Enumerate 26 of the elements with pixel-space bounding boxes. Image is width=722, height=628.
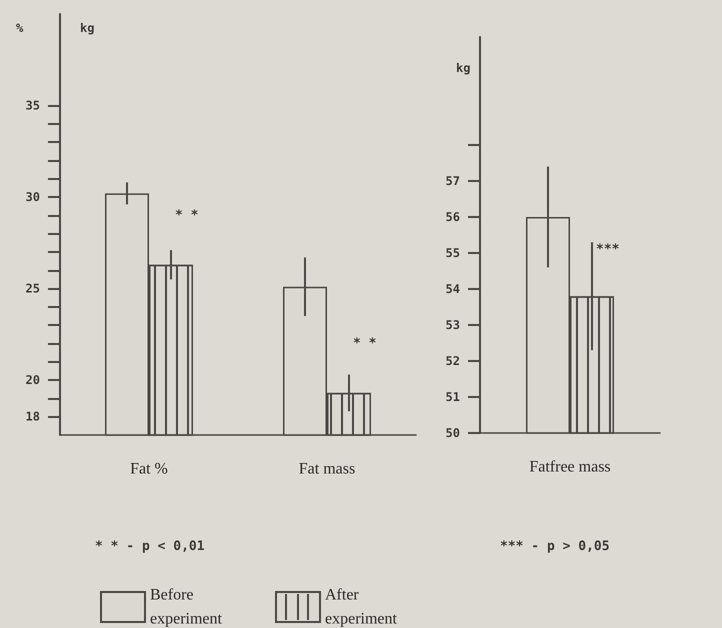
annotation: * * (353, 336, 377, 351)
y-tick-label: 57 (446, 174, 460, 188)
y-axis-title: kg (456, 61, 470, 75)
y-tick-label: 56 (446, 210, 460, 224)
y-tick-label: 35 (26, 98, 40, 113)
y-tick-label: 18 (26, 410, 40, 424)
y-tick-label: 54 (446, 282, 460, 296)
y-tick-label: 25 (26, 282, 40, 296)
x-tick-label: Fatfree mass (529, 458, 611, 476)
x-tick-label: Fat % (130, 460, 168, 478)
y-tick-label: 50 (446, 426, 460, 440)
legend-label: After experiment (325, 586, 398, 628)
y-tick-label: 53 (446, 318, 460, 332)
annotation: kg (80, 21, 94, 35)
text: *** - p > 0,05 (500, 539, 610, 554)
y-tick-label: 51 (446, 390, 460, 404)
y-tick-label: 30 (26, 190, 40, 204)
y-tick-label: 52 (446, 354, 460, 368)
annotation: *** (596, 242, 620, 257)
y-tick-label: 20 (26, 373, 40, 388)
annotation: * * (175, 208, 199, 223)
text: * * - p < 0,01 (95, 539, 205, 554)
x-tick-label: Fat mass (298, 460, 356, 478)
y-tick-label: 55 (446, 246, 460, 260)
y-axis-title: % (16, 21, 24, 35)
legend-label: Before experiment (150, 586, 223, 628)
